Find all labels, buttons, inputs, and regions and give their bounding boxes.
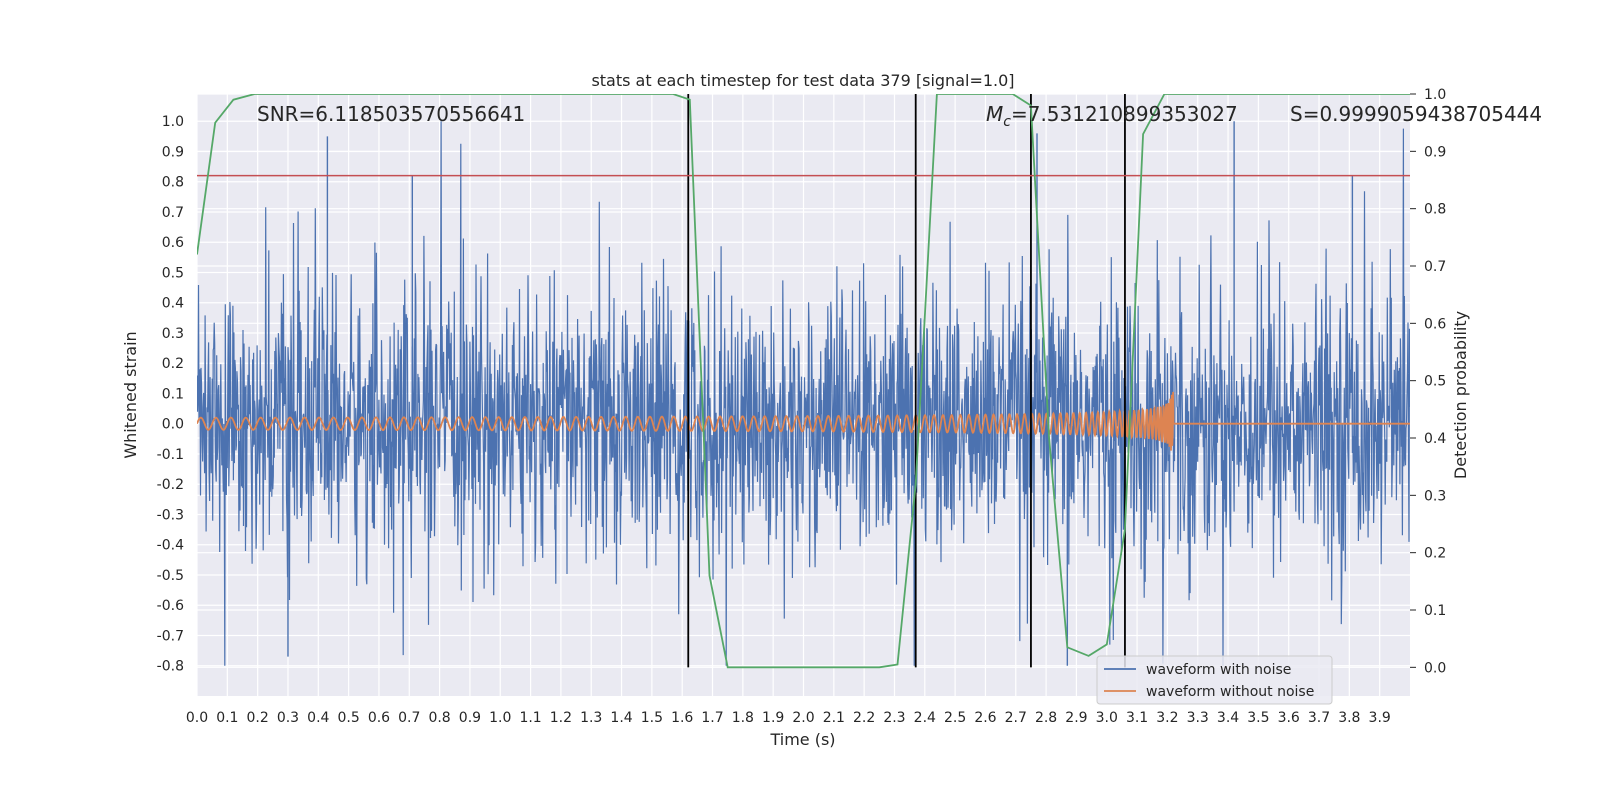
x-tick-label: 2.9 <box>1065 710 1087 726</box>
x-tick-label: 0.9 <box>459 710 481 726</box>
y-tick-label: -0.5 <box>157 568 184 584</box>
y-tick-label: 0.0 <box>162 417 184 433</box>
chirp-mass-value: =7.531210899353027 <box>1011 102 1238 126</box>
x-tick-label: 0.7 <box>398 710 420 726</box>
x-tick-label: 2.3 <box>883 710 905 726</box>
chirp-mass-annotation: Mc=7.531210899353027 <box>986 102 1238 130</box>
x-tick-label: 1.6 <box>671 710 693 726</box>
x-tick-label: 2.2 <box>853 710 875 726</box>
waveform-with-noise-series <box>197 121 1410 666</box>
y-tick-label: 0.3 <box>162 326 184 342</box>
x-tick-label: 1.3 <box>580 710 602 726</box>
x-tick-label: 3.4 <box>1217 710 1239 726</box>
y-right-tick-label: 1.0 <box>1424 87 1446 103</box>
x-tick-label: 1.8 <box>732 710 754 726</box>
y-tick-label: 0.4 <box>162 296 184 312</box>
x-tick-label: 3.0 <box>1096 710 1118 726</box>
detection-probability-series <box>197 94 1410 669</box>
y-tick-label: 0.1 <box>162 386 184 402</box>
y-right-tick-label: 0.8 <box>1424 202 1446 218</box>
x-tick-label: 2.0 <box>792 710 814 726</box>
x-tick-label: 3.1 <box>1126 710 1148 726</box>
x-tick-label: 1.0 <box>489 710 511 726</box>
x-tick-label: 3.5 <box>1247 710 1269 726</box>
x-tick-label: 0.5 <box>337 710 359 726</box>
chart-title: stats at each timestep for test data 379… <box>591 71 1014 90</box>
y-tick-label: 0.8 <box>162 175 184 191</box>
y-right-tick-label: 0.5 <box>1424 374 1446 390</box>
x-tick-label: 1.7 <box>701 710 723 726</box>
x-tick-label: 0.1 <box>216 710 238 726</box>
legend: waveform with noise waveform without noi… <box>1096 655 1333 705</box>
y-right-tick-label: 0.9 <box>1424 144 1446 160</box>
y-axis-label: Whitened strain <box>121 331 140 458</box>
y-tick-label: 0.6 <box>162 235 184 251</box>
x-tick-label: 3.3 <box>1187 710 1209 726</box>
y-tick-label: 0.9 <box>162 144 184 160</box>
x-tick-label: 1.1 <box>519 710 541 726</box>
chirp-mass-subscript: c <box>1003 114 1011 130</box>
data-layer <box>197 94 1410 669</box>
grid <box>196 93 1410 696</box>
y-axis-ticks: -0.8 -0.7 -0.6 -0.5 -0.4 -0.3 -0.2 -0.1 0.0 0.1 0.… <box>157 114 184 675</box>
x-tick-label: 3.6 <box>1278 710 1300 726</box>
x-tick-label: 1.4 <box>610 710 632 726</box>
y-tick-label: 0.2 <box>162 356 184 372</box>
s-annotation: S=0.9999059438705444 <box>1290 102 1542 126</box>
y-right-tick-label: 0.4 <box>1424 431 1446 447</box>
x-tick-label: 0.4 <box>307 710 329 726</box>
legend-box <box>1096 655 1333 705</box>
y-tick-label: -0.3 <box>157 507 184 523</box>
x-tick-label: 2.4 <box>914 710 936 726</box>
x-tick-label: 0.8 <box>428 710 450 726</box>
y-right-tick-label: 0.7 <box>1424 259 1446 275</box>
x-tick-label: 3.2 <box>1156 710 1178 726</box>
x-axis-label: Time (s) <box>769 730 835 749</box>
y-tick-label: -0.6 <box>157 598 184 614</box>
x-tick-label: 0.3 <box>277 710 299 726</box>
y-right-tick-label: 0.3 <box>1424 488 1446 504</box>
waveform-without-noise-series <box>197 391 1410 451</box>
x-tick-label: 0.2 <box>247 710 269 726</box>
legend-label-noise: waveform with noise <box>1146 662 1291 678</box>
y-tick-label: -0.7 <box>157 628 184 644</box>
snr-annotation: SNR=6.118503570556641 <box>257 102 525 126</box>
legend-label-clean: waveform without noise <box>1146 684 1314 700</box>
x-tick-label: 3.7 <box>1308 710 1330 726</box>
y-right-tick-label: 0.0 <box>1424 660 1446 676</box>
x-tick-label: 0.0 <box>186 710 208 726</box>
x-tick-label: 1.2 <box>550 710 572 726</box>
y-tick-label: 0.5 <box>162 265 184 281</box>
chirp-mass-symbol: M <box>986 102 1003 126</box>
x-tick-label: 2.8 <box>1035 710 1057 726</box>
y-tick-label: -0.2 <box>157 477 184 493</box>
x-tick-label: 2.6 <box>974 710 996 726</box>
x-tick-label: 2.1 <box>823 710 845 726</box>
x-tick-label: 1.9 <box>762 710 784 726</box>
y-tick-label: 1.0 <box>162 114 184 130</box>
y-tick-label: -0.4 <box>157 538 184 554</box>
x-tick-label: 1.5 <box>641 710 663 726</box>
y-right-axis-ticks: 0.0 0.1 0.2 0.3 0.4 0.5 0.6 0.7 0.8 0.9 1.0 <box>1410 87 1446 676</box>
x-axis-ticks: 0.0 0.1 0.2 0.3 0.4 0.5 0.6 0.7 0.8 0.9 1.0 1.1 1.2 1… <box>186 710 1391 726</box>
y-right-tick-label: 0.1 <box>1424 603 1446 619</box>
x-tick-label: 0.6 <box>368 710 390 726</box>
x-tick-label: 2.7 <box>1005 710 1027 726</box>
y-right-axis-label: Detection probability <box>1451 311 1470 479</box>
y-right-tick-label: 0.6 <box>1424 316 1446 332</box>
y-tick-label: 0.7 <box>162 205 184 221</box>
x-tick-label: 3.8 <box>1338 710 1360 726</box>
y-tick-label: -0.8 <box>157 659 184 675</box>
y-right-tick-label: 0.2 <box>1424 546 1446 562</box>
x-tick-label: 3.9 <box>1369 710 1391 726</box>
y-tick-label: -0.1 <box>157 447 184 463</box>
x-tick-label: 2.5 <box>944 710 966 726</box>
